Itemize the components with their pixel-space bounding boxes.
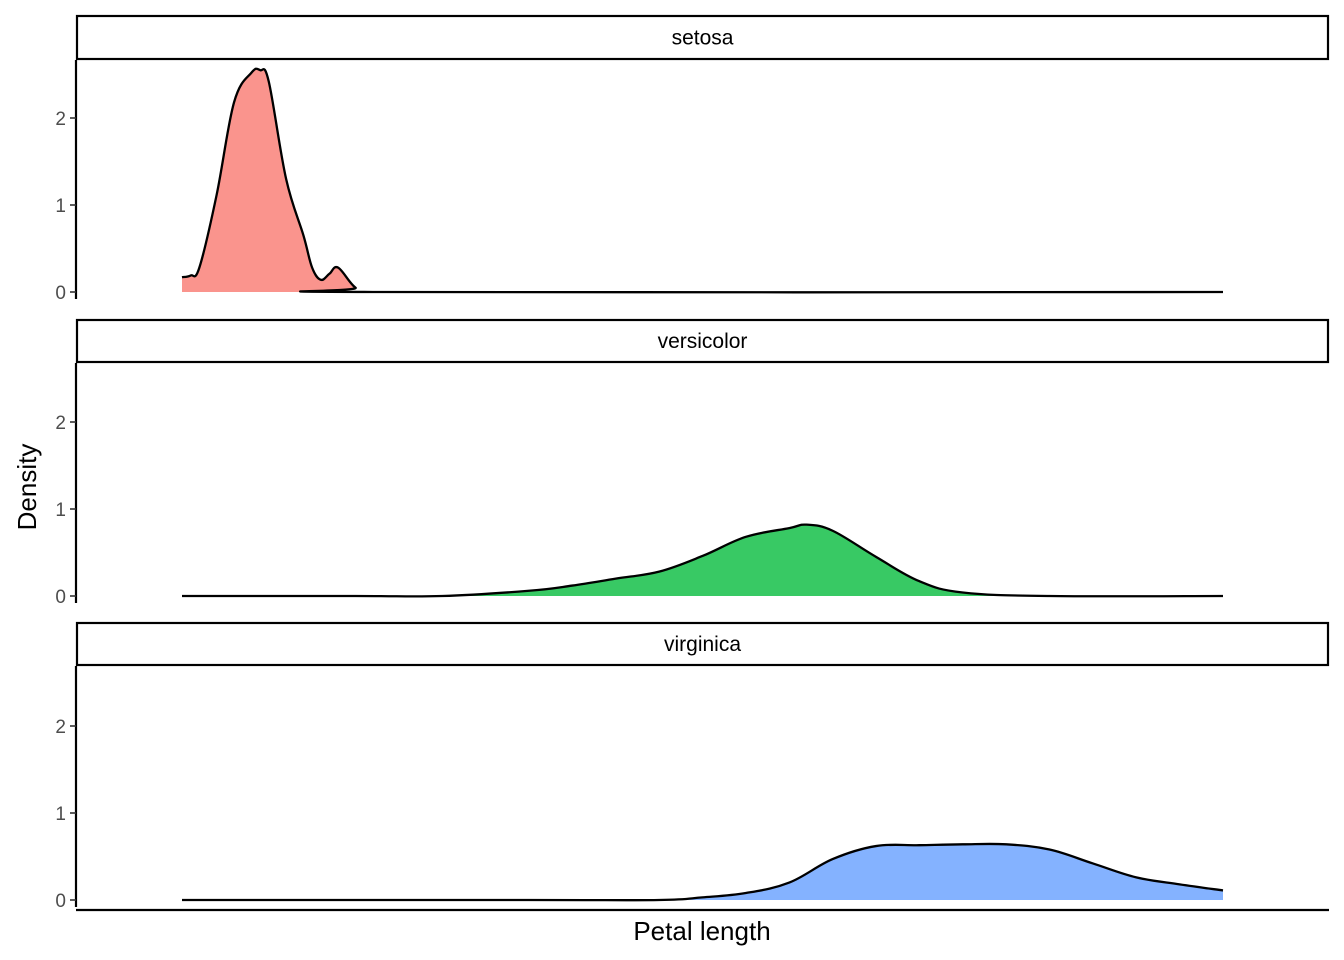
x-axis-title: Petal length bbox=[633, 916, 770, 946]
facet-panel-versicolor: versicolor 0 1 2 bbox=[55, 318, 1330, 608]
facet-panels: setosa 0 1 2 versicolor 0 1 2 virginica 0 1 2 bbox=[55, 14, 1330, 912]
facet-strip-virginica bbox=[75, 621, 1330, 667]
facet-strip-label-virginica: virginica bbox=[664, 633, 741, 656]
y-tick-label-versicolor-2: 2 bbox=[55, 413, 66, 434]
y-axis-title: Density bbox=[12, 444, 42, 531]
facet-panel-setosa: setosa 0 1 2 bbox=[55, 14, 1330, 304]
y-tick-label-versicolor-0: 0 bbox=[55, 587, 66, 608]
y-tick-label-virginica-0: 0 bbox=[55, 891, 66, 912]
y-tick-label-setosa-0: 0 bbox=[55, 283, 66, 304]
y-tick-label-setosa-1: 1 bbox=[55, 196, 66, 217]
facet-strip-label-versicolor: versicolor bbox=[658, 330, 748, 353]
facet-panel-virginica: virginica 0 1 2 bbox=[55, 621, 1330, 912]
y-tick-label-setosa-2: 2 bbox=[55, 109, 66, 130]
density-fill-setosa bbox=[182, 68, 1223, 293]
density-line-virginica bbox=[181, 842, 1224, 902]
density-line-setosa bbox=[181, 67, 1224, 294]
facet-strip-setosa bbox=[75, 14, 1330, 61]
y-tick-label-virginica-1: 1 bbox=[55, 804, 66, 825]
density-fill-virginica bbox=[182, 843, 1223, 901]
y-tick-label-virginica-2: 2 bbox=[55, 717, 66, 738]
facet-strip-label-setosa: setosa bbox=[672, 27, 734, 50]
y-tick-label-versicolor-1: 1 bbox=[55, 500, 66, 521]
density-fill-versicolor bbox=[182, 524, 1223, 597]
facet-strip-versicolor bbox=[75, 318, 1330, 364]
density-line-versicolor bbox=[181, 523, 1224, 598]
